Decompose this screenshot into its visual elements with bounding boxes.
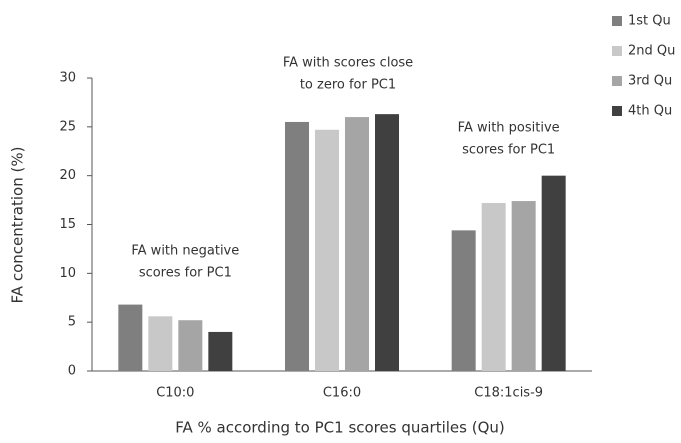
bar (511, 201, 536, 371)
y-tick-label: 10 (59, 266, 76, 281)
y-tick-label: 0 (68, 364, 76, 379)
bar (208, 331, 233, 371)
legend-label: 1st Qu (628, 14, 671, 29)
bar (178, 320, 203, 371)
y-tick-label: 15 (59, 217, 76, 232)
x-tick-label: C10:0 (156, 386, 194, 401)
bar (451, 230, 476, 371)
bar (148, 316, 173, 371)
legend-label: 2nd Qu (628, 44, 675, 59)
legend-label: 3rd Qu (628, 74, 672, 89)
bar (375, 114, 399, 372)
x-tick-label: C16:0 (323, 386, 361, 401)
bar (345, 117, 369, 371)
legend-swatch (612, 76, 622, 86)
bar (481, 203, 506, 371)
bar (541, 175, 566, 371)
legend-swatch (612, 106, 622, 116)
y-tick-label: 20 (59, 168, 76, 183)
bar (285, 121, 309, 371)
annotation: FA with positive (458, 121, 560, 136)
legend-label: 4th Qu (628, 104, 672, 119)
annotation: to zero for PC1 (300, 78, 396, 93)
annotation: scores for PC1 (462, 143, 555, 158)
legend-swatch (612, 16, 622, 26)
legend-swatch (612, 46, 622, 56)
x-axis-title: FA % according to PC1 scores quartiles (… (175, 419, 505, 437)
annotation: FA with scores close (283, 56, 413, 71)
y-tick-label: 25 (59, 119, 76, 134)
y-tick-label: 5 (68, 315, 76, 330)
annotation: FA with negative (131, 244, 239, 259)
bar (315, 129, 339, 371)
bar (118, 304, 143, 371)
annotation: scores for PC1 (139, 266, 232, 281)
y-axis-title: FA concentration (%) (9, 147, 27, 304)
x-tick-label: C18:1cis-9 (474, 386, 543, 401)
y-tick-label: 30 (59, 71, 76, 86)
